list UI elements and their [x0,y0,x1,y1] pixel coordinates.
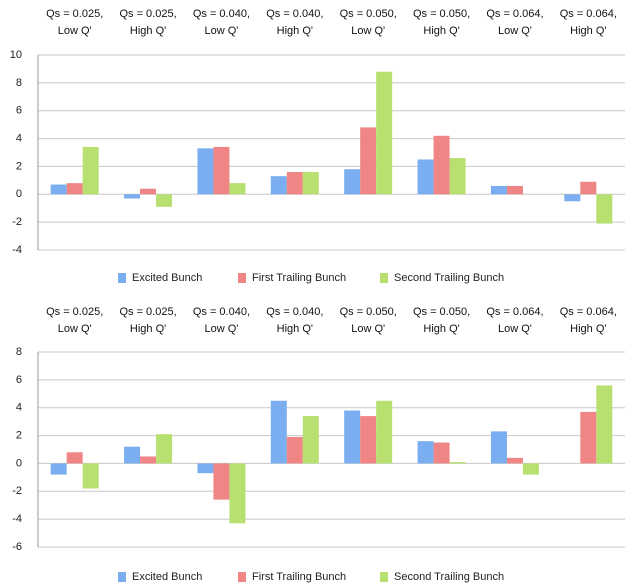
y-tick-label: 0 [16,457,22,469]
bar [449,158,466,195]
x-tick-label: Qs = 0.040, High Q' [266,306,324,335]
x-tick-label: Qs = 0.064, High Q' [559,306,617,335]
x-tick-label: Qs = 0.025, High Q' [119,8,177,37]
bar [360,127,377,195]
bar [197,148,214,195]
bar [580,181,597,195]
legend-swatch [238,273,246,283]
bar [286,436,303,464]
x-tick-label: Qs = 0.064, High Q' [559,8,617,37]
x-tick-label: Qs = 0.040, Low Q' [192,306,251,335]
legend-swatch [380,572,388,582]
bar [50,463,67,475]
bar [270,176,287,195]
bar [82,463,99,489]
y-tick-label: -2 [12,485,22,497]
bar [433,135,450,195]
bar [580,411,597,464]
bar [140,456,157,464]
bar [197,463,214,474]
y-tick-label: -4 [12,244,22,256]
bar [596,194,613,224]
y-tick-label: 2 [16,429,22,441]
x-tick-label: Qs = 0.050, High Q' [412,306,471,335]
bar [433,442,450,464]
bar [417,159,434,195]
bar [124,446,141,464]
x-tick-label: Qs = 0.025, Low Q' [46,306,104,335]
legend-label: First Trailing Bunch [252,272,346,284]
bar [229,183,246,195]
legend-label: Excited Bunch [132,272,202,284]
x-tick-label: Qs = 0.040, Low Q' [192,8,251,37]
bar [564,194,581,202]
bar [417,441,434,464]
bar [344,410,361,464]
bar [124,194,141,199]
y-tick-label: -4 [12,513,22,525]
bar [229,463,246,524]
y-tick-label: 2 [16,160,22,172]
bar [270,400,287,464]
legend-label: Excited Bunch [132,571,202,583]
bar [286,172,303,195]
x-tick-label: Qs = 0.050, Low Q' [339,8,397,37]
bar [490,185,507,195]
y-tick-label: -2 [12,216,22,228]
bar [302,416,319,464]
x-tick-label: Qs = 0.050, High Q' [412,8,471,37]
bar [302,172,319,195]
legend-swatch [118,572,126,582]
x-tick-label: Qs = 0.064, Low Q' [486,306,544,335]
legend-label: First Trailing Bunch [252,571,346,583]
legend-swatch [238,572,246,582]
x-tick-label: Qs = 0.064, Low Q' [486,8,544,37]
y-tick-label: 10 [10,49,22,61]
bar [213,463,230,500]
x-tick-label: Qs = 0.025, Low Q' [46,8,104,37]
y-tick-label: 8 [16,346,22,358]
y-tick-label: 4 [16,132,22,144]
y-tick-label: 0 [16,188,22,200]
bar [376,71,393,195]
bar [213,146,230,195]
y-tick-label: -6 [12,541,22,553]
legend-swatch [118,273,126,283]
bar [156,194,173,207]
legend-label: Second Trailing Bunch [394,272,504,284]
bar [449,462,466,464]
bar [596,385,613,464]
bar [506,457,523,464]
y-tick-label: 8 [16,77,22,89]
bar [66,183,83,195]
bar [66,452,83,464]
y-tick-label: 4 [16,402,22,414]
bar [50,184,67,195]
bar [140,188,157,195]
bar [360,416,377,464]
x-tick-label: Qs = 0.025, High Q' [119,306,177,335]
bar [344,169,361,195]
y-tick-label: 6 [16,105,22,117]
x-tick-label: Qs = 0.040, High Q' [266,8,324,37]
bar [522,463,539,475]
legend-swatch [380,273,388,283]
legend-label: Second Trailing Bunch [394,571,504,583]
x-tick-label: Qs = 0.050, Low Q' [339,306,397,335]
bar [376,400,393,464]
bar [156,434,173,464]
bar [490,431,507,464]
bar [506,185,523,195]
bar [82,146,99,195]
y-tick-label: 6 [16,374,22,386]
